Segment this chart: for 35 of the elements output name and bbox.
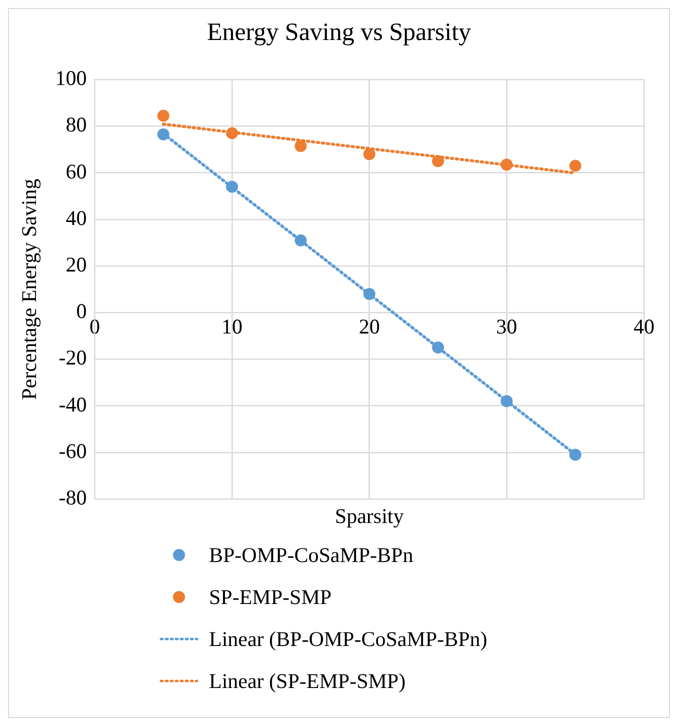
y-tick-label: 100 [55, 66, 87, 90]
point [157, 110, 170, 122]
chart-title: Energy Saving vs Sparsity [206, 19, 472, 47]
legend-label: BP-OMP-CoSaMP-BPn [209, 542, 414, 568]
point [500, 395, 513, 408]
y-tick-label: -60 [58, 438, 87, 463]
point [294, 234, 307, 246]
point [363, 288, 376, 300]
legend-label: SP-EMP-SMP [209, 584, 332, 610]
x-tick-label: 30 [496, 314, 518, 339]
y-tick-label: 0 [76, 299, 87, 324]
point [363, 148, 376, 160]
point [226, 127, 238, 140]
y-tick-label: 60 [66, 159, 87, 184]
legend-label: Linear (BP-OMP-CoSaMP-BPn) [209, 626, 488, 652]
point [432, 342, 444, 354]
x-tick-label: 40 [634, 314, 654, 339]
point [157, 128, 170, 140]
x-axis-title: Sparsity [334, 504, 404, 528]
y-tick-label: -40 [58, 392, 87, 416]
legend-label: Linear (SP-EMP-SMP) [209, 668, 406, 694]
point [569, 448, 582, 461]
y-tick-label: 40 [66, 206, 87, 230]
y-axis-title: Percentage Energy Saving [17, 178, 42, 400]
y-tick-label: -20 [58, 346, 87, 370]
point [500, 158, 513, 171]
x-tick-label: 10 [222, 314, 243, 339]
point [226, 180, 238, 193]
x-tick-label: 20 [358, 314, 380, 339]
point [569, 160, 582, 172]
y-tick-label: -80 [58, 486, 87, 510]
y-tick-label: 80 [66, 112, 87, 137]
y-tick-label: 20 [66, 252, 87, 277]
point [432, 155, 444, 168]
point [294, 140, 307, 152]
